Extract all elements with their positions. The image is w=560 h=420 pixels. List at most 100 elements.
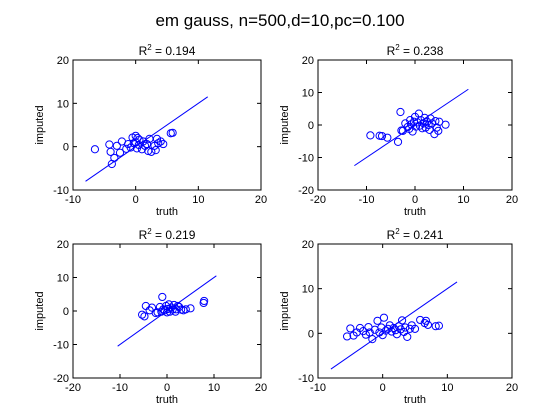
- data-point: [154, 139, 163, 148]
- x-tick-label: 10: [192, 194, 204, 206]
- data-point: [410, 324, 420, 333]
- data-point: [415, 121, 424, 130]
- data-point: [112, 141, 121, 150]
- data-point: [346, 324, 355, 333]
- data-point: [377, 131, 387, 141]
- data-point: [90, 145, 100, 154]
- data-point: [168, 128, 177, 137]
- y-tick-label: 0: [308, 328, 314, 340]
- y-tick-label: 0: [63, 142, 69, 154]
- data-point: [115, 148, 125, 157]
- data-point: [431, 322, 440, 331]
- data-point: [373, 316, 382, 325]
- data-point: [151, 146, 160, 155]
- data-point: [441, 120, 450, 129]
- data-point: [421, 316, 431, 325]
- y-axis-label: imputed: [279, 105, 291, 144]
- data-point: [368, 335, 377, 344]
- y-axis-label: imputed: [34, 105, 46, 144]
- data-point: [122, 144, 131, 153]
- fit-line: [330, 281, 458, 370]
- data-point: [181, 305, 190, 314]
- x-tick-label: -20: [310, 194, 326, 206]
- data-point: [396, 107, 405, 117]
- data-point: [383, 133, 392, 142]
- x-tick-label: 10: [208, 382, 220, 394]
- figure-title: em gauss, n=500,d=10,pc=0.100: [155, 11, 404, 30]
- subplot-2: -20 -10 0 10 20 -20 -10 0 10 20 R2 = 0.238 truth imp…: [279, 43, 518, 218]
- fit-line: [117, 275, 217, 347]
- y-tick-label: 20: [57, 55, 69, 67]
- data-point: [393, 137, 403, 146]
- y-tick-label: -10: [53, 340, 69, 352]
- y-tick-label: -20: [298, 185, 314, 197]
- x-tick-label: 20: [506, 194, 518, 206]
- data-point: [159, 139, 168, 149]
- x-axis-label: truth: [156, 394, 178, 406]
- subplot-1: -10 0 10 20 -10 0 10 20 R2 = 0.194 truth imputed: [34, 43, 267, 218]
- x-tick-label: -20: [65, 382, 81, 394]
- x-tick-label: 20: [506, 382, 518, 394]
- subplot-3: -20 -10 0 10 20 -20 -10 0 10 20 R2 = 0.219 truth imp…: [34, 227, 267, 406]
- axes-box: [317, 243, 513, 379]
- y-tick-label: -10: [53, 185, 69, 197]
- x-axis-label: truth: [404, 394, 426, 406]
- data-point: [156, 137, 165, 146]
- y-tick-label: 0: [63, 306, 69, 318]
- subplot-title: R2 = 0.194: [139, 43, 196, 58]
- x-tick-label: -10: [310, 382, 326, 394]
- data-point: [135, 135, 144, 144]
- y-axis-label: imputed: [34, 291, 46, 330]
- x-tick-label: 0: [380, 382, 386, 394]
- y-axis-label: imputed: [279, 291, 291, 330]
- x-tick-label: 0: [133, 194, 139, 206]
- data-point: [186, 304, 195, 313]
- y-tick-label: 10: [302, 88, 314, 100]
- y-tick-label: -10: [298, 153, 314, 165]
- data-point: [403, 332, 412, 342]
- data-point: [379, 313, 389, 322]
- data-point: [397, 316, 407, 325]
- x-axis-label: truth: [156, 206, 178, 218]
- x-tick-label: 20: [255, 194, 267, 206]
- y-tick-label: 10: [302, 284, 314, 296]
- x-tick-label: 0: [164, 382, 170, 394]
- data-point: [140, 312, 149, 321]
- y-tick-label: 20: [302, 55, 314, 67]
- y-tick-label: -20: [53, 373, 69, 385]
- data-point: [366, 131, 375, 140]
- subplot-title: R2 = 0.219: [139, 227, 196, 242]
- fit-line: [85, 96, 209, 182]
- axes-box: [72, 59, 262, 191]
- data-point: [434, 321, 444, 330]
- subplot-title: R2 = 0.238: [387, 43, 444, 58]
- x-tick-label: 10: [457, 194, 469, 206]
- data-point: [343, 332, 352, 341]
- subplot-title: R2 = 0.241: [387, 227, 444, 242]
- data-point: [200, 296, 209, 306]
- x-axis-label: truth: [404, 206, 426, 218]
- data-point: [426, 114, 435, 123]
- data-point: [158, 292, 167, 302]
- y-tick-label: -10: [298, 373, 314, 385]
- data-point: [411, 122, 421, 131]
- subplot-4: -10 0 10 20 -10 0 10 20 R2 = 0.241 truth imputed: [279, 227, 518, 406]
- data-point: [423, 320, 433, 329]
- y-tick-label: 20: [57, 239, 69, 251]
- y-tick-label: 10: [57, 273, 69, 285]
- y-tick-label: 0: [308, 120, 314, 132]
- data-point: [381, 326, 390, 335]
- data-point: [110, 153, 119, 163]
- y-tick-label: 20: [302, 239, 314, 251]
- data-point: [434, 126, 443, 135]
- x-tick-label: 20: [255, 382, 267, 394]
- x-tick-label: -10: [112, 382, 128, 394]
- x-tick-label: -10: [359, 194, 375, 206]
- data-point: [106, 147, 115, 156]
- x-tick-label: 10: [441, 382, 453, 394]
- data-point: [137, 310, 147, 319]
- x-tick-label: 0: [412, 194, 418, 206]
